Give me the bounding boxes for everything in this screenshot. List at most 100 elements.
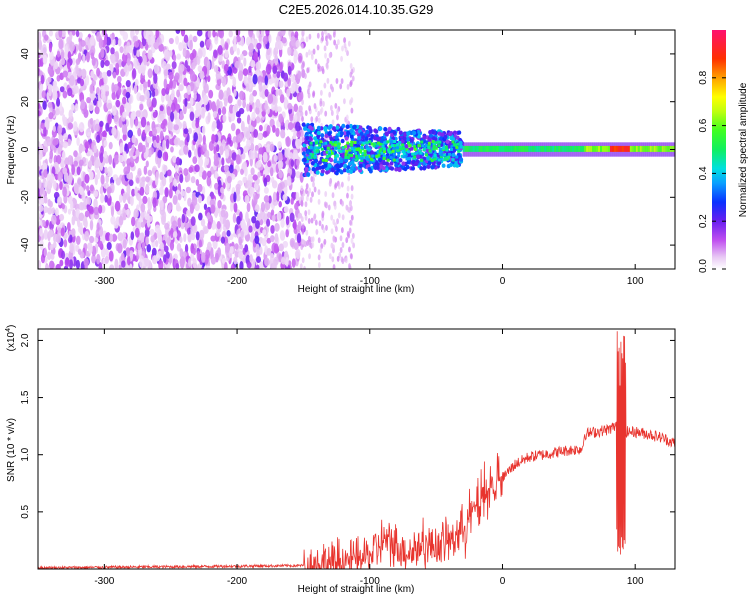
spectrogram-cell [359,131,364,136]
spectrogram-cell [103,35,108,46]
spectrogram-cell [233,141,238,149]
spectrogram-cell [398,130,403,135]
spectrogram-cell [55,263,61,269]
spectrogram-cell [145,146,149,157]
spectrogram-cell [574,145,577,152]
spectrogram-cell [329,157,334,163]
spectrogram-cell [101,71,108,79]
spectrogram-cell [140,221,145,228]
spectrogram-cell [89,219,94,231]
spectrogram-cell [198,212,203,221]
spectrogram-cell [397,167,402,173]
spectrogram-cell [169,241,175,251]
spectrogram-cell [103,150,108,159]
spectrogram-cell [114,200,121,212]
spectrogram-cell [279,230,285,241]
spectrogram-cell [91,79,97,87]
spectrogram-cell [450,147,454,151]
spectrogram-cell [277,141,282,149]
spectrogram-cell [409,146,414,151]
spectrogram-cell [325,63,329,70]
spectrogram-cell [75,259,81,269]
spectrogram-cell [348,246,351,253]
spectrogram-cell [518,145,521,152]
spectrogram-cell [272,191,277,203]
spectrogram-cell [274,77,279,89]
spectrogram-cell [304,210,308,217]
spectrogram-ticks [38,30,675,269]
spectrogram-cell [272,65,278,74]
spectrogram-cell [294,202,299,211]
spectrogram-cell [382,161,387,166]
spectrogram-cell [142,195,148,205]
spectrogram-cell [262,130,268,138]
spectrogram-cell [175,35,180,45]
spectrogram-cell [631,145,635,152]
spectrogram-cell [241,152,246,160]
spectrogram-cell [335,43,339,50]
spectrogram-cell [239,261,244,269]
spectrogram-cell [263,195,270,203]
spectrogram-cell [231,151,237,161]
spectrogram-cell [251,111,256,122]
spectrogram-cell [348,201,352,208]
spectrogram-cell [345,124,350,129]
spectrogram-cell [301,136,305,143]
spectrogram-cell [214,182,219,190]
spectrogram-cell [272,124,276,133]
spectrogram-cell [56,97,61,107]
spectrogram-cell [121,96,127,105]
spectrogram-cell [396,126,401,132]
spectrogram-cell [172,155,177,163]
spectrogram-cell [124,102,130,111]
spectrogram-cell [269,167,274,177]
spectrogram-cell [246,202,251,213]
spectrogram-cell [337,212,341,219]
spectrogram-cell [341,149,345,153]
spectrogram-cell [174,72,180,81]
spectrogram-cell [47,101,53,108]
spectrogram-cell [52,80,57,88]
spectrogram-cell [349,79,353,86]
spectrogram-cell [337,142,341,146]
spectrogram-cell [159,200,164,211]
spectrogram-cell [241,222,247,231]
spectrogram-cell [189,39,193,51]
spectrogram-cell [576,145,579,152]
spectrogram-cell [669,145,672,152]
spectrogram-cell [335,163,340,168]
spectrogram-cell [364,136,369,141]
spectrogram-cell [488,145,491,152]
spectrogram-cell [313,154,317,158]
spectrogram-cell [190,216,196,227]
spectrogram-cell [387,126,392,132]
spectrogram-cell [69,234,73,243]
spectrogram-cell [554,145,557,152]
spectrogram-cell [570,145,573,152]
spectrogram-cell [311,241,315,248]
spectrogram-cell [305,229,309,236]
spectrogram-cell [58,38,64,50]
spectrogram-cell [98,262,103,269]
spectrogram-cell [153,42,159,49]
spectrogram-cell [217,45,223,55]
spectrogram-cell [341,200,344,207]
spectrogram-cell [673,145,675,152]
spectrogram-cell [270,225,275,234]
spectrogram-cell [118,194,123,203]
spectrogram-cell [249,93,254,104]
spectrogram-cell [124,143,128,151]
spectrogram-cell [112,71,117,79]
spectrogram-cell [162,119,168,127]
spectrogram-cell [307,84,311,91]
spectrogram-cell [381,144,385,148]
spectrogram-cell [341,242,345,249]
spectrogram-cell [200,251,206,263]
spectrogram-cell [420,158,424,162]
spectrogram-cell [240,120,245,132]
spectrogram-cell [641,145,645,152]
spectrogram-cell [217,121,223,132]
spectrogram-cell [46,138,52,147]
spectrogram-cell [370,133,375,139]
spectrogram-cell [321,158,325,162]
